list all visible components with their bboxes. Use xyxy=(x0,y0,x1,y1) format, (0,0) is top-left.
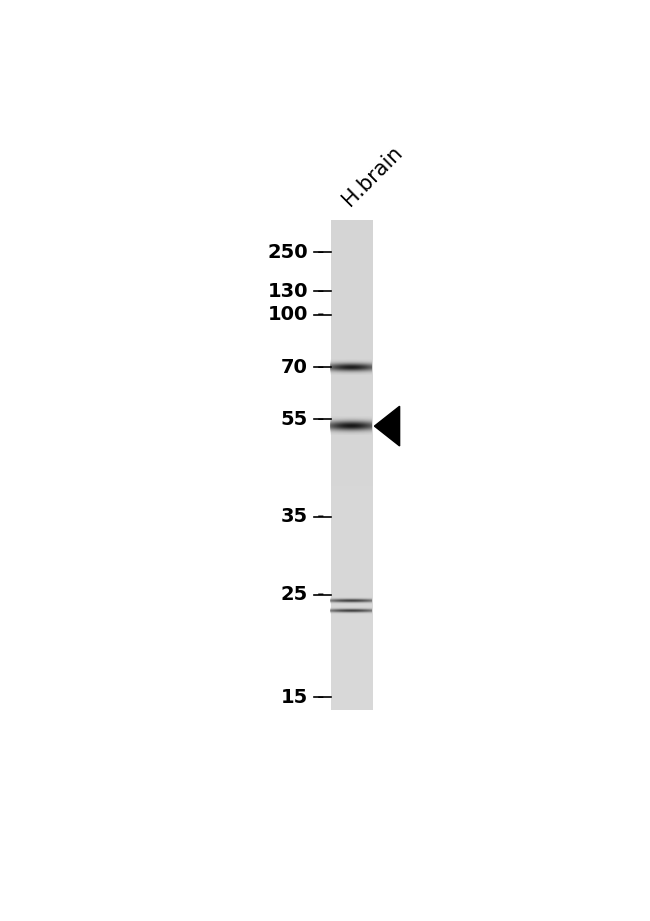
Text: -: - xyxy=(311,357,325,377)
Polygon shape xyxy=(374,406,400,446)
Text: 130: 130 xyxy=(267,282,308,301)
Text: 100: 100 xyxy=(268,305,308,324)
Text: 25: 25 xyxy=(281,586,308,604)
Text: H.brain: H.brain xyxy=(339,142,407,210)
Text: -: - xyxy=(311,305,325,324)
Text: -: - xyxy=(311,586,325,604)
Text: 250: 250 xyxy=(267,243,308,262)
Text: -: - xyxy=(311,507,325,527)
Text: -: - xyxy=(311,243,325,262)
Text: -: - xyxy=(311,410,325,428)
Text: 35: 35 xyxy=(281,507,308,527)
Text: 70: 70 xyxy=(281,357,308,377)
Text: 55: 55 xyxy=(281,410,308,428)
Text: 15: 15 xyxy=(281,687,308,706)
Text: -: - xyxy=(311,282,325,301)
Text: -: - xyxy=(311,687,325,706)
